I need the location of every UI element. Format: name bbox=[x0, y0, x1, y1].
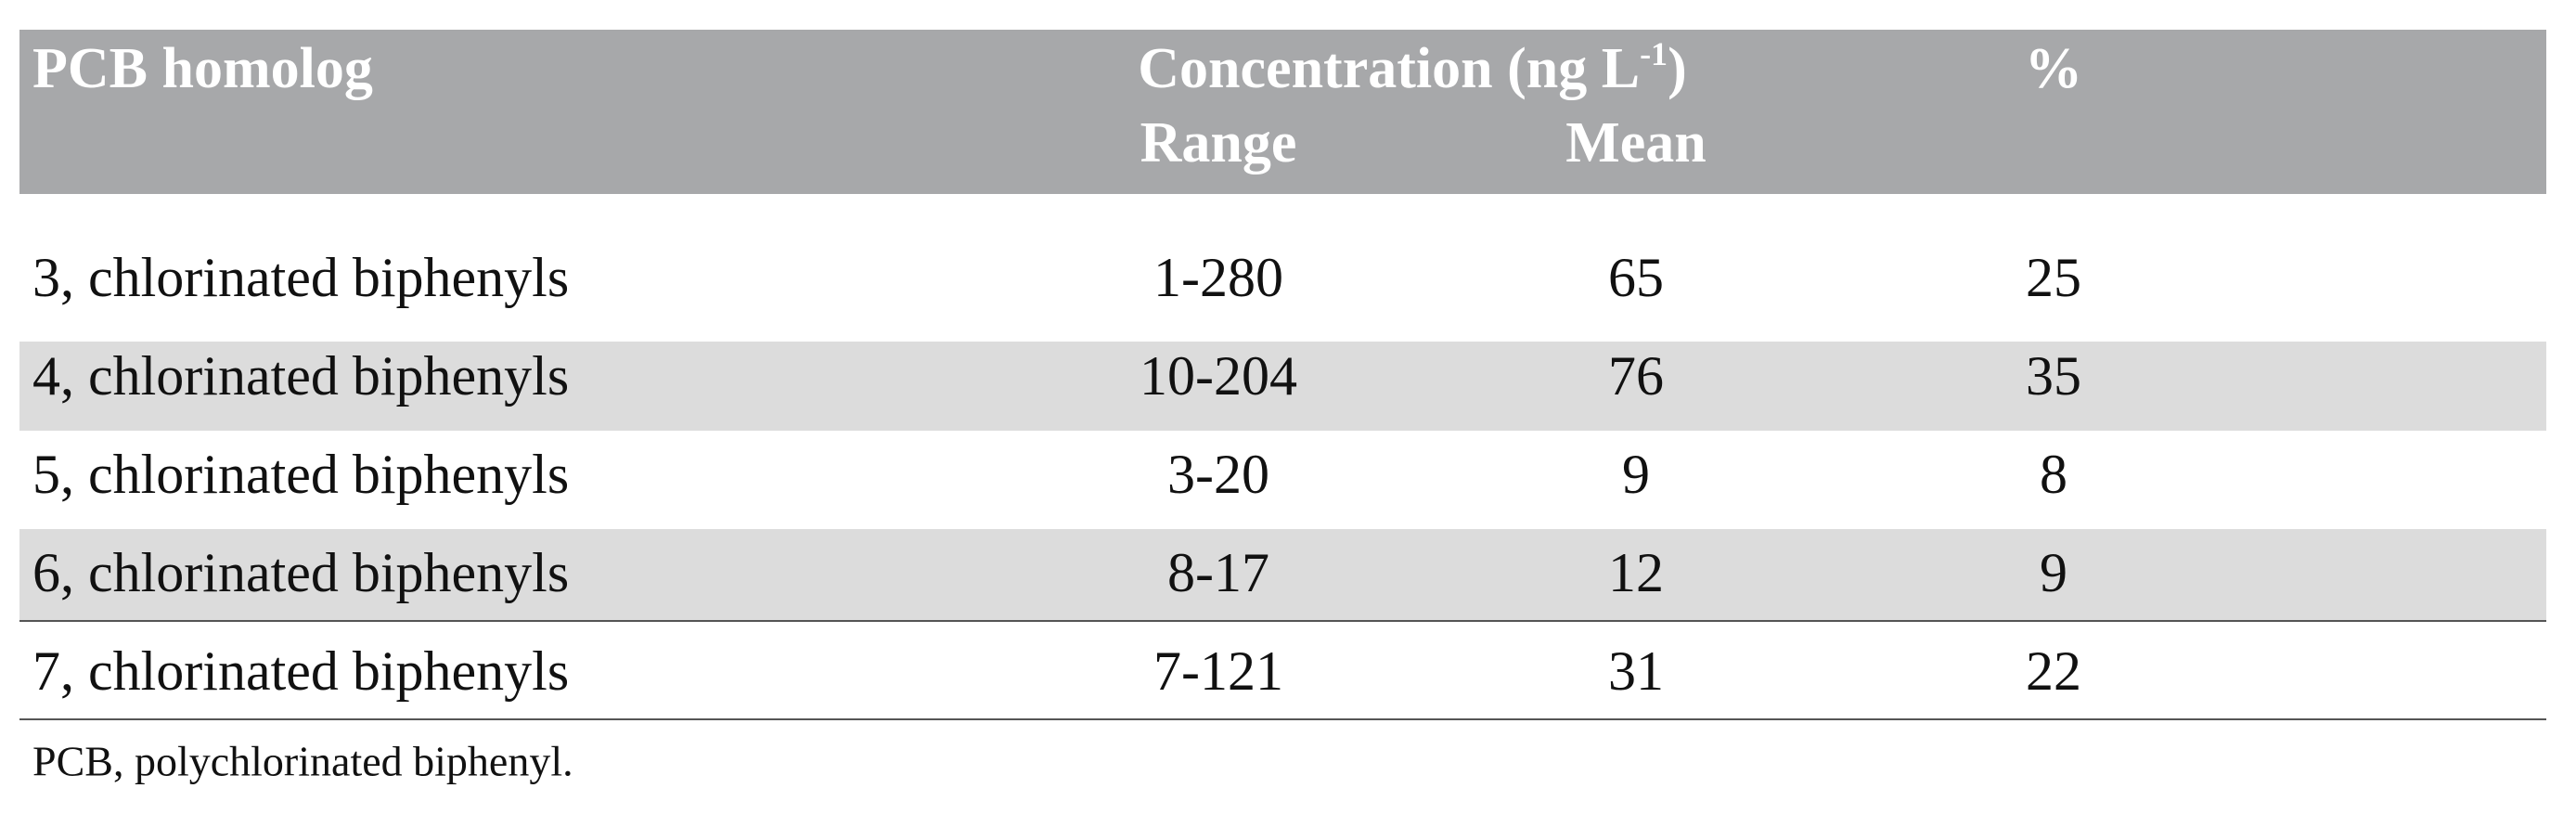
table-cell: 1-280 bbox=[1153, 247, 1283, 308]
header-cell: Concentration (ng L-1) bbox=[1138, 35, 1686, 100]
table-cell: 5, chlorinated biphenyls bbox=[32, 444, 569, 505]
row-shade bbox=[19, 342, 2546, 431]
header-cell: Mean bbox=[1565, 111, 1707, 174]
table-cell: 10-204 bbox=[1140, 345, 1297, 407]
table-cell: 9 bbox=[1622, 444, 1650, 505]
header-band bbox=[19, 30, 2546, 194]
table-cell: 6, chlorinated biphenyls bbox=[32, 542, 569, 603]
table-cell: 8 bbox=[2040, 444, 2067, 505]
header-text: ) bbox=[1668, 37, 1687, 100]
table-cell: 3, chlorinated biphenyls bbox=[32, 247, 569, 308]
header-cell: Range bbox=[1140, 111, 1297, 174]
table-cell: 31 bbox=[1608, 640, 1664, 702]
table-cell: 4, chlorinated biphenyls bbox=[32, 345, 569, 407]
table-cell: 7-121 bbox=[1153, 640, 1283, 702]
table-cell: 35 bbox=[2026, 345, 2081, 407]
table-cell: 76 bbox=[1608, 345, 1664, 407]
table-cell: 3-20 bbox=[1167, 444, 1269, 505]
header-cell: % bbox=[2025, 37, 2082, 100]
table-cell: 12 bbox=[1608, 542, 1664, 603]
table-cell: 8-17 bbox=[1167, 542, 1269, 603]
row-shade bbox=[19, 529, 2546, 621]
table-cell: 25 bbox=[2026, 247, 2081, 308]
header-text: Concentration (ng L bbox=[1138, 37, 1640, 100]
header-sup: -1 bbox=[1640, 35, 1668, 72]
table-cell: 9 bbox=[2040, 542, 2067, 603]
footnote: PCB, polychlorinated biphenyl. bbox=[32, 738, 573, 785]
header-cell: PCB homolog bbox=[32, 37, 373, 100]
table-cell: 65 bbox=[1608, 247, 1664, 308]
table-cell: 7, chlorinated biphenyls bbox=[32, 640, 569, 702]
table-cell: 22 bbox=[2026, 640, 2081, 702]
